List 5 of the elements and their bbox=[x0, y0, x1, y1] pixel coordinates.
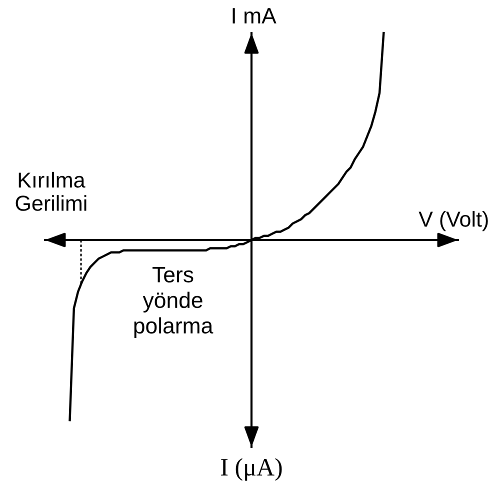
annotation: Kırılma Gerilimi bbox=[16, 172, 86, 211]
annotation: Ters yönde polarma bbox=[134, 267, 214, 338]
x-axis-title: V (Volt) bbox=[418, 211, 488, 232]
text: I (μA) bbox=[221, 458, 282, 481]
y-axis-title: I mA bbox=[232, 8, 276, 24]
